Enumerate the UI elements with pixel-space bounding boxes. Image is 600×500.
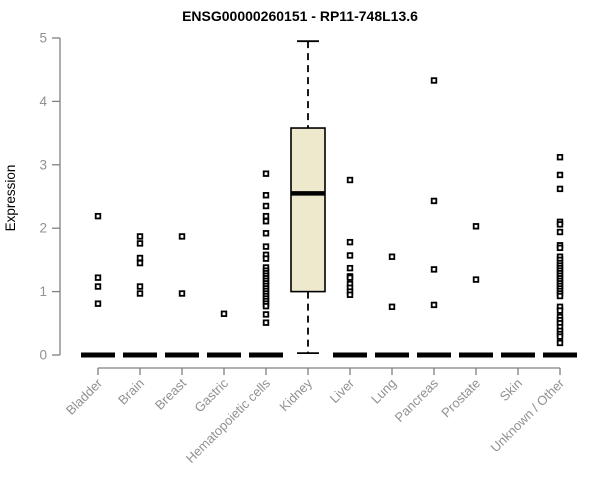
y-tick-label: 4 — [39, 94, 47, 109]
x-tick-label: Lung — [368, 376, 399, 407]
outlier-point — [136, 283, 144, 290]
outlier-point — [556, 292, 564, 300]
outlier-point — [262, 212, 270, 220]
outlier-point — [94, 274, 102, 281]
outlier-point — [346, 291, 354, 298]
zero-median-bar — [81, 352, 115, 358]
outlier-point — [388, 253, 396, 260]
x-tick-label: Skin — [497, 376, 525, 404]
outlier-point — [472, 276, 480, 283]
outlier-point — [94, 300, 102, 307]
outlier-point — [556, 221, 564, 228]
x-tick-label: Unknown / Other — [488, 375, 568, 455]
outlier-point — [262, 218, 270, 225]
outlier-point — [430, 301, 438, 309]
x-tick-label: Prostate — [438, 376, 483, 421]
outlier-point — [262, 243, 270, 250]
zero-median-bar — [417, 352, 451, 358]
outlier-point — [346, 238, 354, 246]
outlier-point — [556, 228, 564, 236]
x-tick-label: Gastric — [191, 375, 231, 415]
y-tick-label: 2 — [39, 221, 47, 236]
outlier-point — [136, 233, 144, 240]
outlier-point — [220, 310, 228, 317]
outlier-point — [262, 255, 270, 262]
x-tick-label: Brain — [115, 376, 147, 408]
outlier-point — [262, 202, 270, 210]
outlier-point — [346, 274, 354, 281]
outlier-point — [94, 212, 102, 220]
zero-median-bar — [123, 352, 157, 358]
outlier-point — [556, 307, 564, 314]
outlier-point — [136, 240, 144, 247]
box — [290, 127, 326, 293]
outlier-point — [556, 153, 564, 161]
outlier-point — [178, 233, 186, 240]
x-tick-label: Kidney — [276, 375, 315, 414]
outlier-point — [136, 254, 144, 262]
outlier-point — [346, 252, 354, 259]
outlier-point — [430, 266, 438, 273]
x-tick-label: Liver — [327, 375, 358, 406]
y-axis-label: Expression — [3, 165, 18, 232]
zero-median-bar — [459, 352, 493, 358]
outlier-point — [262, 230, 270, 237]
outlier-point — [430, 77, 438, 84]
outlier-point — [262, 311, 270, 318]
outlier-point — [262, 192, 270, 199]
outlier-point — [262, 319, 270, 326]
x-tick-label: Breast — [152, 375, 189, 412]
zero-median-bar — [333, 352, 367, 358]
outlier-point — [262, 170, 270, 177]
zero-median-bar — [543, 352, 577, 358]
y-tick-label: 3 — [39, 157, 47, 172]
y-tick-label: 0 — [39, 348, 47, 363]
outlier-point — [556, 244, 564, 252]
outlier-point — [388, 303, 396, 311]
outlier-point — [556, 185, 564, 193]
zero-median-bar — [207, 352, 241, 358]
x-tick-label: Pancreas — [392, 375, 442, 425]
outlier-point — [430, 197, 438, 205]
zero-median-bar — [501, 352, 535, 358]
outlier-point — [262, 302, 270, 310]
outlier-point — [556, 171, 564, 179]
chart-title: ENSG00000260151 - RP11-748L13.6 — [182, 8, 418, 24]
y-tick-label: 5 — [39, 31, 47, 46]
outlier-point — [94, 283, 102, 290]
outlier-point — [136, 290, 144, 297]
x-tick-label: Bladder — [63, 375, 106, 418]
outlier-point — [178, 290, 186, 297]
zero-median-bar — [249, 352, 283, 358]
outlier-point — [556, 339, 564, 347]
zero-median-bar — [375, 352, 409, 358]
outlier-point — [346, 176, 354, 184]
outlier-point — [472, 223, 480, 230]
y-tick-label: 1 — [39, 284, 47, 299]
outlier-point — [136, 259, 144, 267]
outlier-point — [556, 333, 564, 340]
outlier-point — [346, 264, 354, 272]
zero-median-bar — [165, 352, 199, 358]
